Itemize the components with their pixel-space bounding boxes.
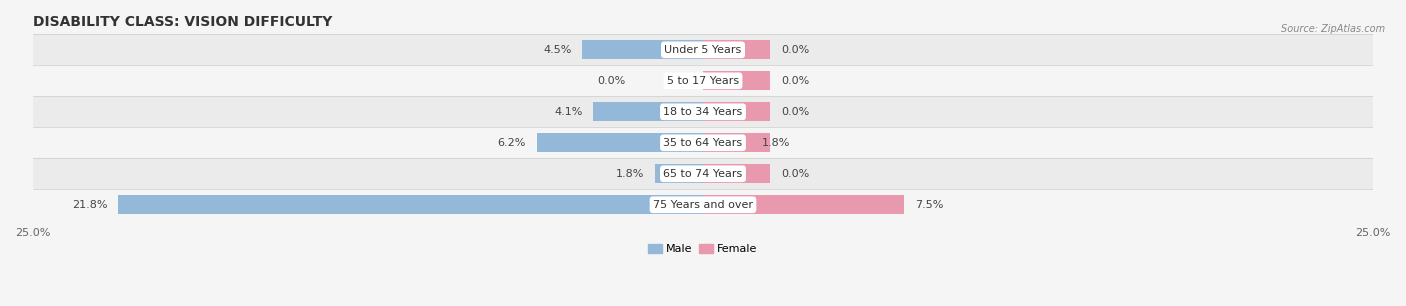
Bar xyxy=(32,65,1374,96)
Text: 1.8%: 1.8% xyxy=(762,138,790,148)
Text: Source: ZipAtlas.com: Source: ZipAtlas.com xyxy=(1281,24,1385,35)
Text: 65 to 74 Years: 65 to 74 Years xyxy=(664,169,742,179)
Text: 0.0%: 0.0% xyxy=(780,169,808,179)
Bar xyxy=(32,127,1374,158)
Text: 0.0%: 0.0% xyxy=(780,45,808,55)
Text: 0.0%: 0.0% xyxy=(598,76,626,86)
Bar xyxy=(703,71,770,90)
Bar xyxy=(32,34,1374,65)
Bar xyxy=(118,195,703,214)
Text: 0.0%: 0.0% xyxy=(780,76,808,86)
Text: 21.8%: 21.8% xyxy=(72,200,108,210)
Text: 4.5%: 4.5% xyxy=(543,45,572,55)
Bar xyxy=(703,195,904,214)
Text: Under 5 Years: Under 5 Years xyxy=(665,45,741,55)
Text: DISABILITY CLASS: VISION DIFFICULTY: DISABILITY CLASS: VISION DIFFICULTY xyxy=(32,15,332,29)
Bar xyxy=(32,96,1374,127)
Bar xyxy=(703,133,770,152)
Legend: Male, Female: Male, Female xyxy=(647,243,759,256)
Text: 1.8%: 1.8% xyxy=(616,169,644,179)
Bar xyxy=(703,164,770,183)
Text: 35 to 64 Years: 35 to 64 Years xyxy=(664,138,742,148)
Text: 75 Years and over: 75 Years and over xyxy=(652,200,754,210)
Bar xyxy=(593,102,703,121)
Text: 4.1%: 4.1% xyxy=(554,107,582,117)
Bar xyxy=(32,189,1374,220)
Bar xyxy=(703,102,770,121)
Bar xyxy=(703,40,770,59)
Bar xyxy=(32,158,1374,189)
Text: 7.5%: 7.5% xyxy=(915,200,943,210)
Text: 18 to 34 Years: 18 to 34 Years xyxy=(664,107,742,117)
Bar xyxy=(655,164,703,183)
Bar xyxy=(537,133,703,152)
Text: 0.0%: 0.0% xyxy=(780,107,808,117)
Text: 6.2%: 6.2% xyxy=(498,138,526,148)
Text: 5 to 17 Years: 5 to 17 Years xyxy=(666,76,740,86)
Bar xyxy=(582,40,703,59)
